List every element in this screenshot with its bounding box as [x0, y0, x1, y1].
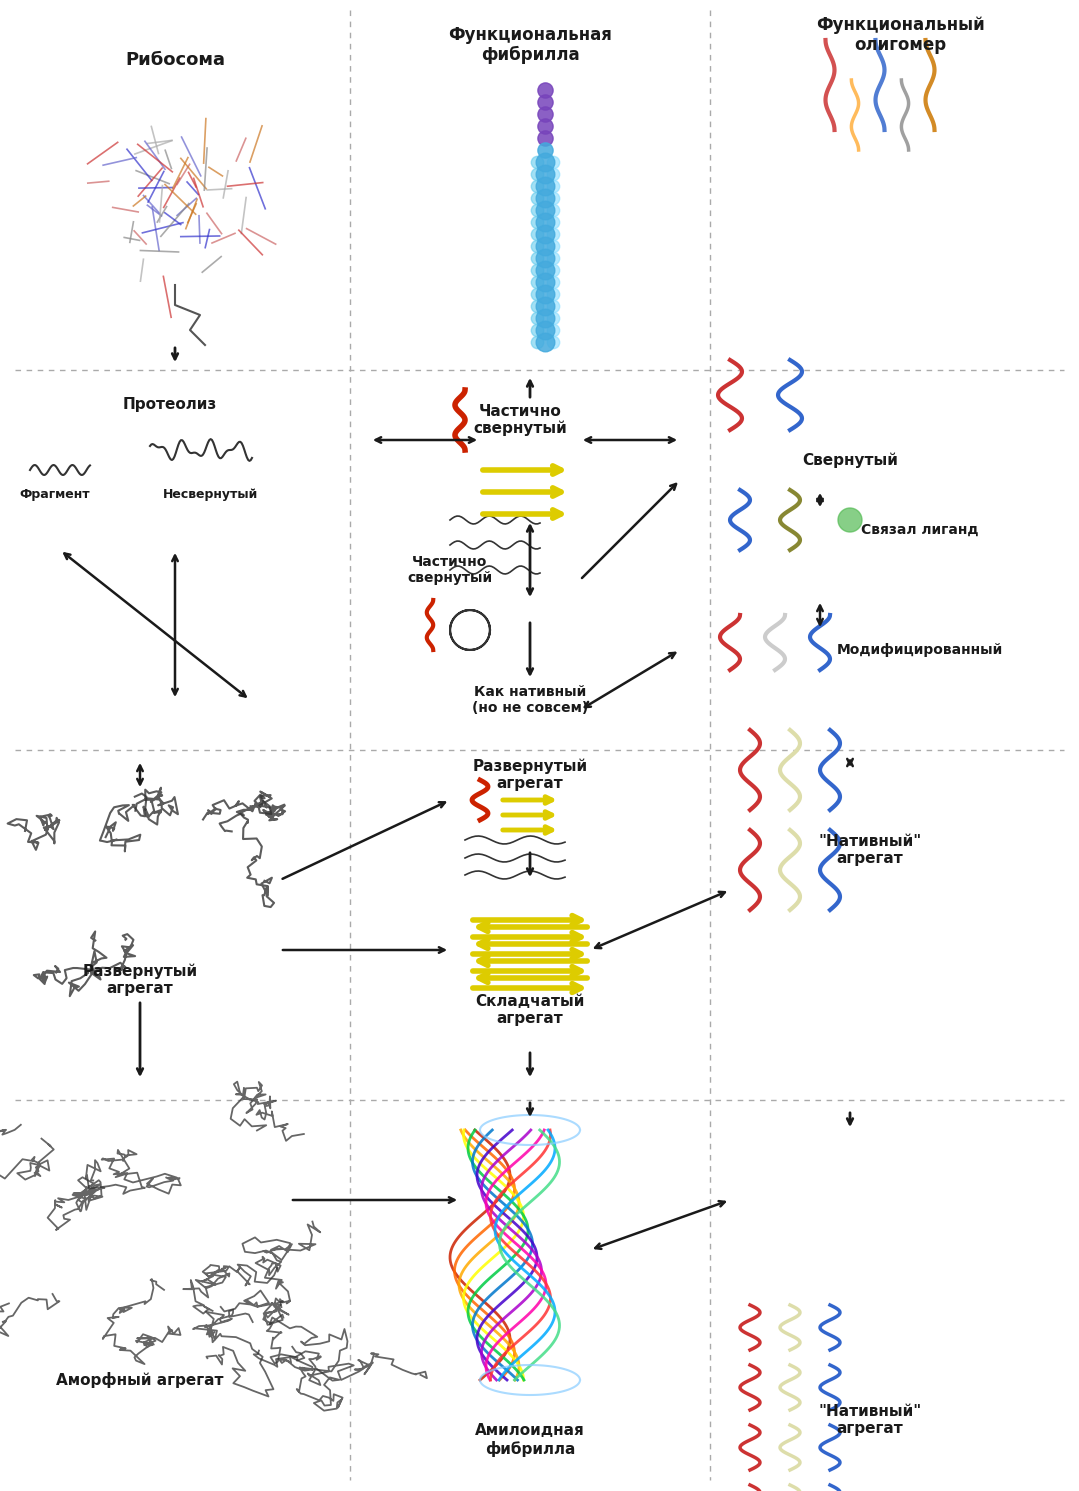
Point — [529, 163, 546, 186]
Point — [545, 222, 562, 246]
Text: Функциональный
олигомер: Функциональный олигомер — [816, 15, 984, 54]
Point — [536, 151, 554, 174]
Point — [536, 258, 554, 282]
Point — [536, 246, 554, 270]
Text: Связал лиганд: Связал лиганд — [861, 523, 979, 537]
Point — [529, 318, 546, 341]
Text: Модифицированный: Модифицированный — [837, 643, 1003, 658]
Point — [529, 246, 546, 270]
Text: Как нативный
(но не совсем): Как нативный (но не совсем) — [472, 684, 588, 716]
Point — [545, 294, 562, 318]
Text: Протеолиз: Протеолиз — [123, 398, 217, 413]
Text: Свернутый: Свернутый — [802, 452, 898, 468]
Point — [536, 101, 554, 125]
Text: Несвернутый: Несвернутый — [162, 489, 258, 501]
Point — [545, 198, 562, 222]
Text: Частично
свернутый: Частично свернутый — [473, 404, 566, 437]
Text: Развернутый
агрегат: Развернутый агрегат — [82, 963, 197, 996]
Point — [536, 78, 554, 101]
Text: Фрагмент: Фрагмент — [19, 489, 91, 501]
Text: Частично
свернутый: Частично свернутый — [408, 555, 492, 584]
Point — [545, 186, 562, 210]
Circle shape — [838, 508, 862, 532]
Point — [536, 115, 554, 139]
Point — [536, 330, 554, 353]
Point — [536, 163, 554, 186]
Point — [529, 234, 546, 258]
Point — [536, 318, 554, 341]
Point — [545, 306, 562, 330]
Point — [536, 222, 554, 246]
Point — [536, 127, 554, 151]
Point — [536, 210, 554, 234]
Point — [545, 282, 562, 306]
Point — [529, 270, 546, 294]
Point — [545, 258, 562, 282]
Point — [536, 198, 554, 222]
Point — [545, 174, 562, 198]
Point — [529, 198, 546, 222]
Point — [536, 139, 554, 163]
Point — [536, 89, 554, 113]
Text: Аморфный агрегат: Аморфный агрегат — [56, 1372, 223, 1388]
Point — [536, 186, 554, 210]
Point — [529, 330, 546, 353]
Point — [536, 282, 554, 306]
Point — [545, 330, 562, 353]
Point — [545, 318, 562, 341]
Text: Складчатый
агрегат: Складчатый агрегат — [476, 994, 585, 1026]
Point — [545, 151, 562, 174]
Point — [545, 246, 562, 270]
Text: Амилоидная
фибрилла: Амилоидная фибрилла — [475, 1424, 585, 1457]
Text: Рибосома: Рибосома — [125, 51, 226, 69]
Text: "Нативный"
агрегат: "Нативный" агрегат — [818, 1405, 921, 1436]
Point — [536, 270, 554, 294]
Point — [536, 306, 554, 330]
Point — [529, 294, 546, 318]
Text: Функциональная
фибрилла: Функциональная фибрилла — [448, 25, 612, 64]
Point — [529, 151, 546, 174]
Point — [536, 294, 554, 318]
Text: "Нативный"
агрегат: "Нативный" агрегат — [818, 833, 921, 866]
Point — [529, 222, 546, 246]
Text: Развернутый
агрегат: Развернутый агрегат — [473, 759, 588, 792]
Point — [545, 163, 562, 186]
Point — [545, 234, 562, 258]
Point — [529, 306, 546, 330]
Point — [529, 258, 546, 282]
Point — [529, 210, 546, 234]
Point — [536, 234, 554, 258]
Point — [536, 174, 554, 198]
Point — [545, 210, 562, 234]
Point — [529, 174, 546, 198]
Point — [545, 270, 562, 294]
Point — [529, 282, 546, 306]
Point — [529, 186, 546, 210]
